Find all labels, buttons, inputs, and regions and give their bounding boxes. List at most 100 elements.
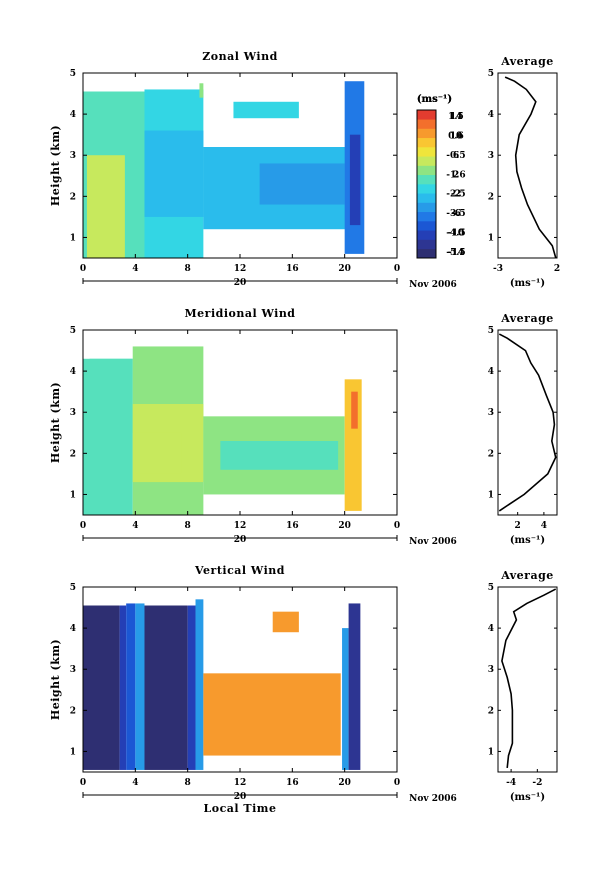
heatmap-cell: [86, 155, 125, 258]
y-tick-label: 4: [70, 110, 76, 120]
average-title: Average: [500, 569, 554, 582]
heatmap-cell: [199, 83, 204, 98]
colorbar-swatch: [417, 110, 436, 120]
heatmap-cell: [144, 605, 188, 770]
average-profile-line: [501, 588, 557, 768]
x-tick-label: 4: [132, 264, 138, 274]
colorbar-tick-label: 10: [450, 131, 463, 141]
heatmap-cell: [233, 101, 299, 119]
x-tick-label: 16: [286, 778, 299, 788]
average-y-tick-label: 1: [488, 747, 494, 757]
panel-title: Meridional Wind: [184, 307, 295, 320]
x-axis-label: Local Time: [204, 802, 277, 815]
colorbar-tick-label: 14: [450, 112, 463, 122]
average-y-tick-label: 3: [488, 665, 494, 675]
average-profile-panel: Average 1 2 3 4 5 2 4 (ms⁻¹): [488, 312, 558, 546]
colorbar-tick-label: -6: [451, 209, 461, 219]
y-tick-label: 1: [70, 490, 76, 500]
colorbar-tick-label: -6: [451, 209, 461, 219]
month-label: Nov 2006: [409, 280, 457, 290]
colorbar-frame: [416, 109, 437, 259]
average-x-tick-label: 2: [554, 264, 560, 274]
month-label: Nov 2006: [409, 794, 457, 804]
x-tick-label: 8: [185, 264, 191, 274]
colorbar-swatch: [417, 211, 436, 222]
average-x-tick-label: -4: [506, 778, 516, 788]
colorbar-tick-label: -14: [448, 248, 464, 258]
y-tick-label: 2: [70, 192, 76, 202]
average-x-tick-label: 4: [541, 521, 547, 531]
heatmap-cells: [83, 346, 362, 515]
average-profile-panel: Average 1 2 3 4 5 -3 2 (ms⁻¹): [488, 55, 560, 289]
y-tick-label: 3: [70, 408, 76, 418]
average-y-tick-label: 3: [488, 408, 494, 418]
average-x-label: (ms⁻¹): [510, 278, 545, 289]
average-profile-line: [498, 333, 557, 512]
average-frame: [497, 72, 558, 259]
colorbar-tick-label: 0.6: [448, 131, 464, 141]
colorbar-tick-label: 6: [453, 151, 459, 161]
colorbar-swatch: [417, 128, 436, 139]
average-x-tick-label: -3: [493, 264, 503, 274]
x-tick-label: 0: [80, 521, 86, 531]
average-title: Average: [500, 55, 554, 68]
colorbar-tick-label: -2: [451, 190, 461, 200]
x-tick-label: 16: [286, 521, 299, 531]
x-tick-label: 20: [338, 264, 351, 274]
colorbar-tick-label: -2: [451, 190, 461, 200]
y-tick-label: 2: [70, 449, 76, 459]
x-tick-label: 0: [80, 778, 86, 788]
average-y-tick-label: 5: [488, 69, 494, 79]
colorbar-swatch: [417, 202, 436, 213]
colorbar-label: (ms⁻¹): [417, 94, 452, 105]
heatmap-cells: [83, 81, 365, 258]
heatmap-cell: [259, 163, 345, 205]
date-label: 20: [234, 792, 247, 802]
average-y-tick-label: 4: [488, 624, 494, 634]
x-tick-label: 0: [394, 778, 400, 788]
average-y-tick-label: 5: [488, 326, 494, 336]
y-tick-label: 4: [70, 367, 76, 377]
average-y-tick-label: 5: [488, 583, 494, 593]
y-tick-label: 3: [70, 665, 76, 675]
colorbar-swatch: [417, 193, 436, 203]
colorbar-tick-label: 1.5: [448, 112, 464, 122]
colorbar-tick-label: 6: [453, 151, 459, 161]
average-x-tick-label: -2: [532, 778, 542, 788]
average-frame: [497, 586, 558, 773]
y-axis-label: Height (km): [49, 382, 62, 463]
panel-title: Vertical Wind: [194, 564, 285, 577]
colorbar-swatch: [417, 137, 436, 148]
heatmap-cell: [135, 603, 145, 770]
colorbar-tick-label: -14: [448, 248, 464, 258]
heatmap-cell: [119, 605, 127, 770]
panel-title: Zonal Wind: [202, 50, 278, 63]
colorbar-tick-label: -3.5: [446, 209, 465, 219]
x-tick-label: 12: [234, 264, 247, 274]
average-y-tick-label: 2: [488, 449, 494, 459]
colorbar-tick-label: -5.5: [446, 248, 465, 258]
average-x-tick-label: 2: [515, 521, 521, 531]
heatmap-cell: [348, 603, 361, 770]
date-label: 20: [234, 535, 247, 545]
colorbar-swatch: [417, 119, 436, 129]
colorbar-swatch: [417, 147, 436, 157]
colorbar-tick-label: 2: [453, 170, 459, 180]
heatmap-cell: [351, 391, 358, 429]
heatmap-cell: [342, 628, 349, 770]
y-tick-label: 1: [70, 747, 76, 757]
heatmap-cell: [144, 130, 204, 217]
average-y-tick-label: 1: [488, 233, 494, 243]
average-y-tick-label: 4: [488, 367, 494, 377]
date-label: 20: [234, 278, 247, 288]
y-tick-label: 5: [70, 69, 76, 79]
colorbar-tick-label: -4.5: [446, 229, 465, 239]
y-axis-label: Height (km): [49, 639, 62, 720]
x-tick-label: 0: [394, 521, 400, 531]
x-tick-label: 0: [80, 264, 86, 274]
colorbar-swatch: [417, 230, 436, 240]
colorbar-tick-label: -1.6: [446, 170, 465, 180]
x-tick-label: 12: [234, 778, 247, 788]
